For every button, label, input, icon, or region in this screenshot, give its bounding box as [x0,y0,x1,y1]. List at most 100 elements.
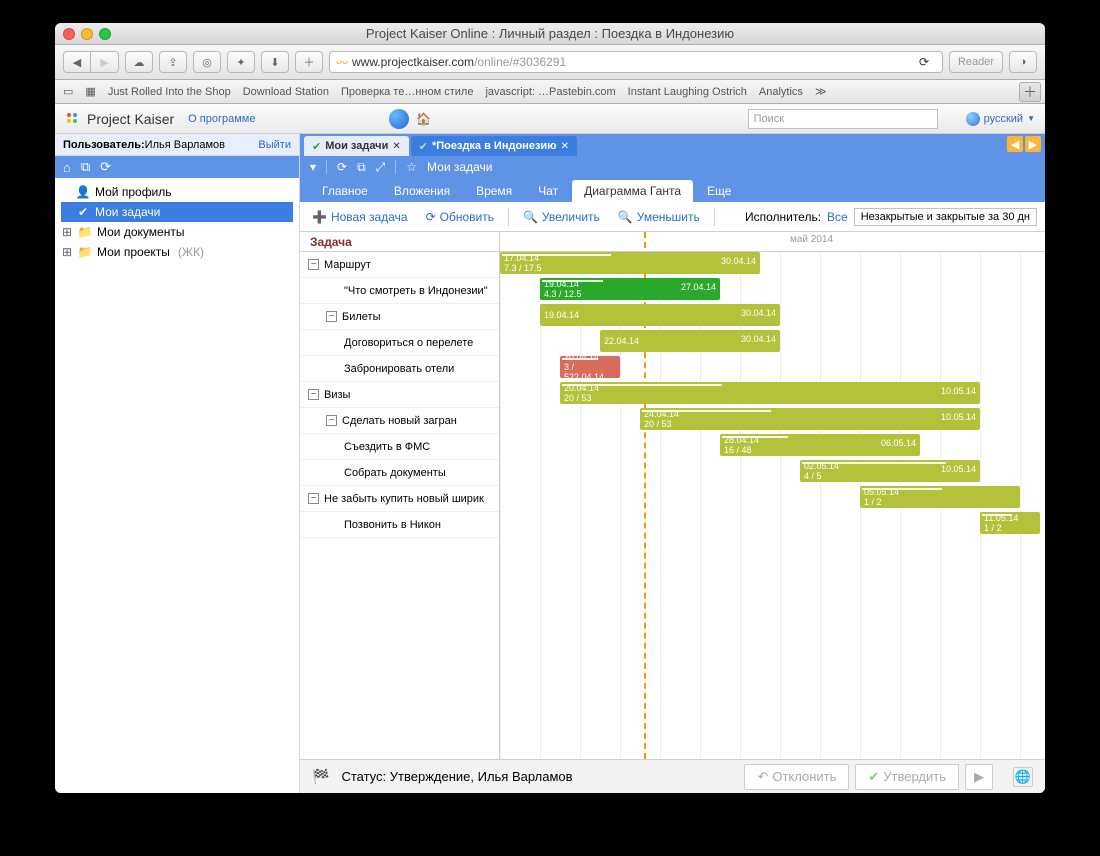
task-row[interactable]: Забронировать отели [300,356,499,382]
collapse-icon[interactable]: − [308,493,319,504]
nav-tree: 👤 Мой профиль ✔ Мои задачи ⊞ 📁 Мои докум… [55,178,299,266]
month-label: май 2014 [790,234,833,245]
task-row[interactable]: Съездить в ФМС [300,434,499,460]
ext2-button[interactable]: ✦ [227,51,255,73]
collapse-icon[interactable]: − [326,415,337,426]
task-row[interactable]: −Билеты [300,304,499,330]
close-icon[interactable]: ✕ [392,141,400,152]
vtab-more[interactable]: Еще [695,180,743,202]
popout-icon[interactable]: ⧉ [357,160,366,175]
home-icon[interactable]: ⌂ [63,160,71,175]
new-task-button[interactable]: ➕Новая задача [308,208,412,226]
forward-button[interactable]: ▶ [91,51,119,73]
logout-link[interactable]: Выйти [258,139,291,151]
gantt-bar[interactable]: 11.05.141 / 2 [980,512,1040,534]
vtab-time[interactable]: Время [464,180,524,202]
gantt-bar[interactable]: 05.05.141 / 2 [860,486,1020,508]
tree-documents[interactable]: ⊞ 📁 Мои документы [61,222,293,242]
bookmark-item[interactable]: Just Rolled Into the Shop [108,86,231,98]
app-header: Project Kaiser О программе 🏠 Поиск русск… [55,104,1045,134]
task-label: Визы [324,389,350,401]
gantt-bar[interactable]: 22.04.1430.04.14 [600,330,780,352]
gantt-bar[interactable]: 24.04.1420 / 5310.05.14 [640,408,980,430]
language-selector[interactable]: русский ▼ [966,112,1035,126]
star-icon[interactable]: ☆ [406,160,417,174]
ext1-button[interactable]: ◎ [193,51,221,73]
task-list: Задача −Маршрут"Что смотреть в Индонезии… [300,232,500,759]
bookmarks-icon[interactable]: ▭ [63,85,73,98]
expand-icon[interactable]: ⤢ [376,160,386,175]
tree-projects[interactable]: ⊞ 📁 Мои проекты (ЖК) [61,242,293,262]
vtab-attach[interactable]: Вложения [382,180,462,202]
add-button[interactable]: ＋ [295,51,323,73]
gantt-bar[interactable]: 02.05.144 / 510.05.14 [800,460,980,482]
filter-box[interactable]: Незакрытые и закрытые за 30 дн [854,208,1037,226]
assignee-value[interactable]: Все [827,210,848,224]
bookmark-item[interactable]: javascript: …Pastebin.com [485,86,615,98]
reload-icon[interactable]: ⟳ [912,55,936,69]
home-icon[interactable]: 🏠 [413,109,433,129]
expand-icon[interactable]: ⊞ [61,225,73,239]
tree-tasks[interactable]: ✔ Мои задачи [61,202,293,222]
split-icon[interactable]: ⧉ [81,159,90,175]
expand-icon[interactable]: ⊞ [61,245,73,259]
ext3-button[interactable]: ◑ [1009,51,1037,73]
vtab-main[interactable]: Главное [310,180,380,202]
reject-button[interactable]: ↶Отклонить [744,764,849,790]
back-button[interactable]: ◀ [63,51,91,73]
bookmark-item[interactable]: Проверка те…нном стиле [341,86,473,98]
next-button[interactable]: ▶ [965,764,993,790]
globe-icon[interactable] [389,109,409,129]
bookmark-item[interactable]: Download Station [243,86,329,98]
gantt-bar[interactable]: 19.04.1430.04.14 [540,304,780,326]
help-icon[interactable]: 🌐 [1013,767,1033,787]
gantt-bar[interactable]: 20.04.143 / 522.04.14 [560,356,620,378]
zoomin-button[interactable]: 🔍Увеличить [519,208,604,226]
gantt-bar[interactable]: 28.04.1416 / 4806.05.14 [720,434,920,456]
bookmark-more[interactable]: ≫ [815,85,827,98]
task-row[interactable]: −Маршрут [300,252,499,278]
task-row[interactable]: −Сделать новый загран [300,408,499,434]
task-row[interactable]: Договориться о перелете [300,330,499,356]
gantt-bar[interactable]: 17.04.147.3 / 17.530.04.14 [500,252,760,274]
new-tab-button[interactable]: ＋ [1019,82,1041,102]
app-logo[interactable]: Project Kaiser [65,111,174,127]
vtab-chat[interactable]: Чат [526,180,570,202]
vtab-gantt[interactable]: Диаграмма Ганта [572,180,693,202]
task-row[interactable]: −Визы [300,382,499,408]
task-row[interactable]: −Не забыть купить новый ширик [300,486,499,512]
icloud-button[interactable]: ☁ [125,51,153,73]
nav-next-icon[interactable]: ▶ [1025,136,1041,152]
bookmark-item[interactable]: Instant Laughing Ostrich [628,86,747,98]
url-bar[interactable]: 〰 www.projectkaiser.com/online/#3036291 … [329,51,943,73]
refresh-icon[interactable]: ⟳ [100,159,111,175]
bookmark-item[interactable]: Analytics [759,86,803,98]
zoomout-button[interactable]: 🔍Уменьшить [614,208,704,226]
topsites-icon[interactable]: ▦ [85,85,95,98]
collapse-icon[interactable]: − [308,259,319,270]
close-icon[interactable]: ✕ [561,141,569,152]
tab-tasks[interactable]: ✔ Мои задачи ✕ [304,136,409,156]
dropdown-icon[interactable]: ▾ [310,160,316,174]
task-row[interactable]: Позвонить в Никон [300,512,499,538]
gantt-bar[interactable]: 19.04.144.3 / 12.527.04.14 [540,278,720,300]
refresh-icon[interactable]: ⟳ [337,160,347,174]
share-button[interactable]: ⇪ [159,51,187,73]
user-bar: Пользователь: Илья Варламов Выйти [55,134,299,156]
collapse-icon[interactable]: − [308,389,319,400]
task-row[interactable]: Собрать документы [300,460,499,486]
gantt-bar[interactable]: 20.04.1420 / 5310.05.14 [560,382,980,404]
task-row[interactable]: "Что смотреть в Индонезии" [300,278,499,304]
refresh-button[interactable]: ⟳Обновить [422,208,498,226]
nav-prev-icon[interactable]: ◀ [1007,136,1023,152]
downloads-button[interactable]: ⬇ [261,51,289,73]
reader-button[interactable]: Reader [949,51,1003,73]
collapse-icon[interactable]: − [326,311,337,322]
breadcrumb[interactable]: Мои задачи [427,160,492,174]
approve-button[interactable]: ✔Утвердить [855,764,959,790]
lang-globe-icon [966,112,980,126]
tab-trip[interactable]: ✔ *Поездка в Индонезию ✕ [411,136,577,156]
about-link[interactable]: О программе [188,113,255,125]
tree-profile[interactable]: 👤 Мой профиль [61,182,293,202]
search-input[interactable]: Поиск [748,109,938,129]
